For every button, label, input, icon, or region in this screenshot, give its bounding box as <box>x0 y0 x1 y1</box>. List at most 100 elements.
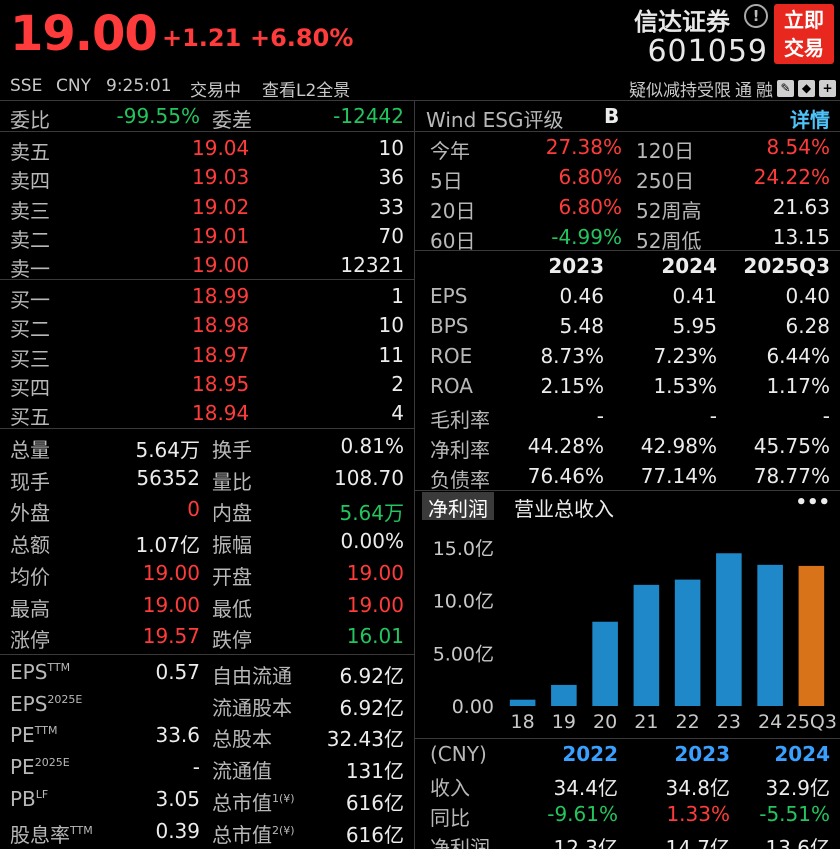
sell_orders-price: 19.01 <box>192 223 250 248</box>
return-row: 20日 6.80% 52周高 21.63 <box>420 193 840 223</box>
financials-label: 净利率 <box>430 438 490 462</box>
chart-bar[interactable] <box>716 553 742 706</box>
valuation-label: 流通值 <box>212 755 272 784</box>
return-label: 20日 <box>430 199 476 223</box>
valuation-label: 总股本 <box>212 723 272 752</box>
annual-value: -5.51% <box>759 802 830 826</box>
valuation-label-sup: 1(¥) <box>272 791 295 805</box>
sell_orders-row[interactable]: 卖四 19.03 36 <box>0 163 410 193</box>
buy_orders-label: 买四 <box>10 375 50 400</box>
valuation-label: EPS2025E <box>10 692 82 716</box>
annual-row: 净利润 12.3亿 14.7亿 13.6亿 <box>420 830 840 849</box>
toolbar: 疑似减持受限 通 融 ✎ ◆ + <box>629 76 836 101</box>
chart-bar[interactable] <box>633 584 660 706</box>
return-label: 今年 <box>430 139 470 163</box>
alert-icon[interactable]: ◆ <box>798 80 815 97</box>
sell_orders-price: 19.04 <box>192 136 250 160</box>
financials-value: 44.28% <box>527 434 604 458</box>
return-row: 5日 6.80% 250日 24.22% <box>420 163 840 193</box>
stat-label: 均价 <box>10 564 50 589</box>
info-icon[interactable]: ! <box>744 4 768 28</box>
buy_orders-price: 18.98 <box>192 313 250 338</box>
x-tick-label: 19 <box>552 711 576 733</box>
sell_orders-row[interactable]: 卖三 19.02 33 <box>0 193 410 223</box>
return-row: 今年 27.38% 120日 8.54% <box>420 133 840 163</box>
financials-value: 7.23% <box>653 344 717 368</box>
valuation-value: 33.6 <box>155 723 200 748</box>
order-ratio-row: 委比 -99.55% 委差 -12442 <box>0 102 410 132</box>
buy_orders-row[interactable]: 买二 18.98 10 <box>0 311 410 341</box>
chart-bar[interactable] <box>674 579 701 706</box>
esg-row: Wind ESG评级 B 详情 <box>420 102 840 132</box>
return-label: 52周高 <box>636 199 702 223</box>
chart-bar[interactable] <box>551 684 577 706</box>
financials-value: 6.44% <box>766 344 830 368</box>
sell_orders-row[interactable]: 卖二 19.01 70 <box>0 222 410 252</box>
financials-row: ROE 8.73% 7.23% 6.44% <box>420 342 840 372</box>
financials-value: 1.53% <box>653 374 717 398</box>
buy_orders-price: 18.97 <box>192 342 250 367</box>
buy_orders-row[interactable]: 买四 18.95 2 <box>0 370 410 400</box>
buy_orders-row[interactable]: 买五 18.94 4 <box>0 399 410 429</box>
sell_orders-volume: 33 <box>378 194 404 219</box>
chart-bar[interactable] <box>757 564 783 706</box>
order-diff-value: -12442 <box>333 104 404 128</box>
add-icon[interactable]: + <box>819 80 836 97</box>
valuation-label-text: PE <box>10 723 35 748</box>
sell_orders-price: 19.03 <box>192 165 250 190</box>
sell_orders-label: 卖一 <box>10 257 50 282</box>
return-value: -4.99% <box>551 225 622 249</box>
quote-time: 9:25:01 <box>106 76 172 96</box>
sell_orders-row[interactable]: 卖五 19.04 10 <box>0 134 410 164</box>
chart-bar[interactable] <box>592 621 618 706</box>
sell_orders-volume: 12321 <box>340 253 404 278</box>
return-value: 27.38% <box>545 135 622 159</box>
financials-value: 1.17% <box>766 374 830 398</box>
stat-row: 均价 19.00 开盘 19.00 <box>0 559 410 589</box>
x-tick-label: 21 <box>634 711 658 733</box>
tab-revenue[interactable]: 营业总收入 <box>514 497 614 521</box>
valuation-label: 股息率TTM <box>10 819 93 848</box>
stat-label: 涨停 <box>10 628 50 653</box>
valuation-value: 616亿 <box>345 790 404 815</box>
stat-value: 1.07亿 <box>135 533 200 558</box>
annual-value: 34.8亿 <box>665 776 730 800</box>
trade-now-button[interactable]: 立即 交易 <box>774 4 834 64</box>
stat-value: 19.00 <box>142 560 200 585</box>
stat-label: 量比 <box>212 469 252 494</box>
buy_orders-row[interactable]: 买三 18.97 11 <box>0 341 410 371</box>
buy_orders-volume: 2 <box>391 371 404 396</box>
valuation-label-text: EPS <box>10 660 48 684</box>
chart-bar[interactable] <box>798 565 825 706</box>
l2-panorama-link[interactable]: 查看L2全景 <box>262 81 351 101</box>
annual-value: 32.9亿 <box>765 776 830 800</box>
more-icon[interactable]: ••• <box>795 492 830 513</box>
esg-rating: B <box>604 104 620 128</box>
stat-value: 5.64万 <box>135 438 200 462</box>
x-tick-label: 23 <box>717 711 741 733</box>
valuation-value: 0.57 <box>155 660 200 684</box>
sell_orders-row[interactable]: 卖一 19.00 12321 <box>0 251 410 282</box>
buy_orders-row[interactable]: 买一 18.99 1 <box>0 282 410 312</box>
esg-detail-link[interactable]: 详情 <box>790 108 830 132</box>
annual-value: 34.4亿 <box>553 776 618 800</box>
return-label: 120日 <box>636 139 695 163</box>
buy_orders-volume: 4 <box>391 401 404 426</box>
financials-header: 2023 2024 2025Q3 <box>420 252 840 282</box>
valuation-label: 总市值2(¥) <box>212 819 295 848</box>
buy_orders-price: 18.95 <box>192 371 250 396</box>
valuation-label-text: 总股本 <box>212 727 272 752</box>
buy_orders-volume: 11 <box>378 342 404 367</box>
financials-value: 5.48 <box>559 314 604 338</box>
annual-label: 同比 <box>430 806 470 830</box>
chart-bar[interactable] <box>509 699 536 706</box>
financials-label: 负债率 <box>430 468 490 492</box>
financials-year: 2023 <box>548 254 604 278</box>
stat-row: 总额 1.07亿 振幅 0.00% <box>0 527 410 558</box>
sell_orders-label: 卖三 <box>10 198 50 223</box>
x-tick-label: 20 <box>593 711 617 733</box>
valuation-row: PETTM 33.6 总股本 32.43亿 <box>0 721 410 752</box>
tab-net-profit[interactable]: 净利润 <box>422 492 494 521</box>
trading-status: 交易中 <box>190 81 241 101</box>
edit-icon[interactable]: ✎ <box>777 80 794 97</box>
